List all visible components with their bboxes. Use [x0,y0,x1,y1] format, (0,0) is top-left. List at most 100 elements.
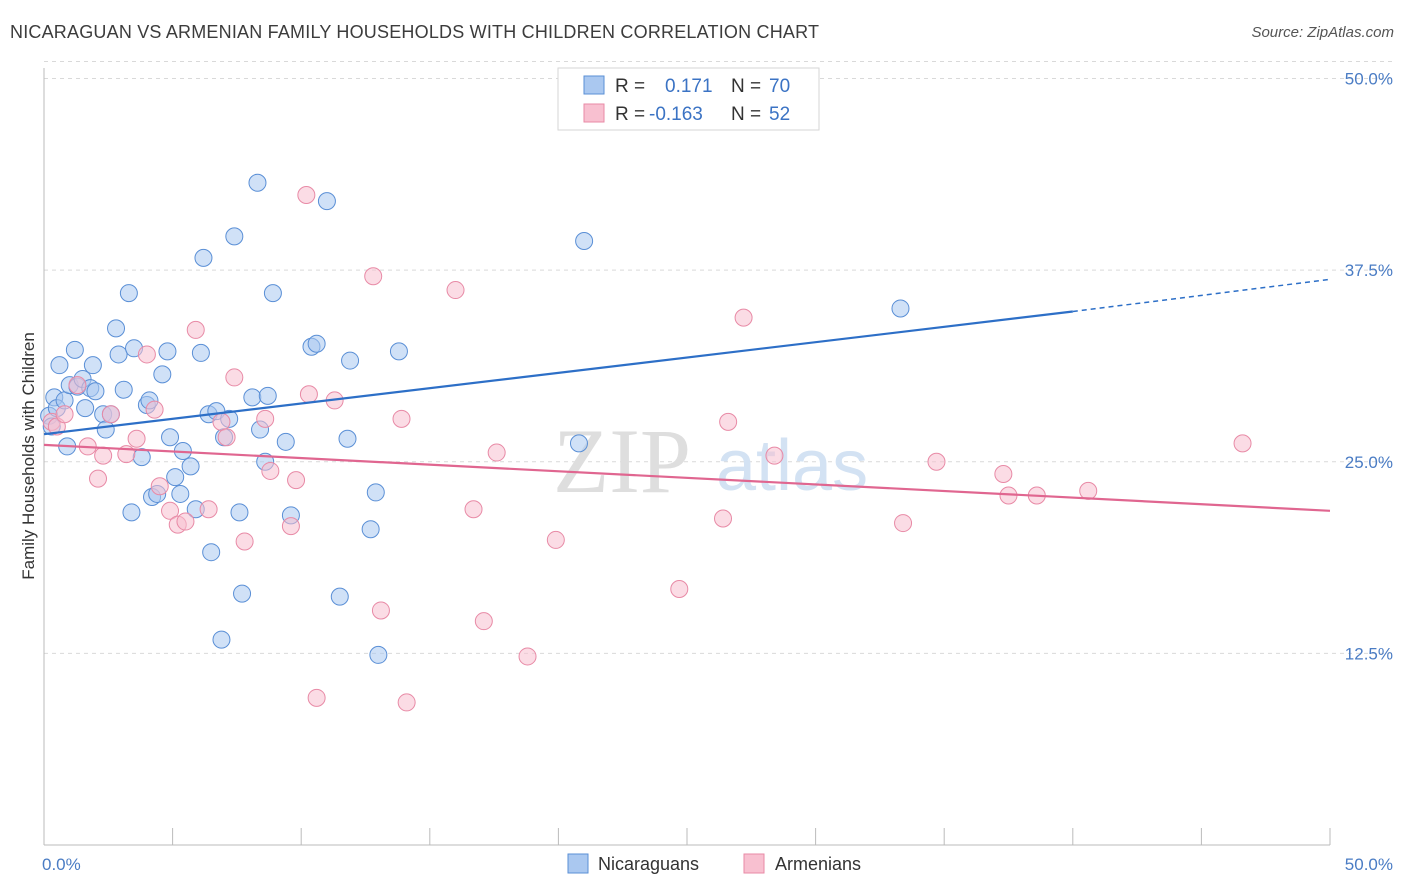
point-armenians-39 [546,530,565,549]
trend-line-armenians [43,443,1331,512]
stats-legend-r-label-1: R = [615,104,645,125]
watermark: ZIP atlas [553,410,868,512]
point-nicaraguans-11 [76,399,95,418]
chart-title: NICARAGUAN VS ARMENIAN FAMILY HOUSEHOLDS… [10,22,820,42]
point-nicaraguans-32 [166,468,185,487]
stats-legend-n-label-1: N = [731,104,761,125]
point-armenians-30 [364,267,383,286]
point-armenians-43 [734,308,753,327]
stats-legend-swatch-nicaraguans [583,75,605,95]
point-nicaraguans-18 [107,319,126,338]
y-tick-label-0: 12.5% [1345,644,1393,663]
point-armenians-27 [299,385,318,404]
trend-line-nicaraguans [43,310,1073,436]
point-nicaraguans-48 [243,388,262,407]
series-legend-label-armenians: Armenians [775,854,861,874]
point-nicaraguans-61 [341,351,360,370]
watermark-atlas: atlas [716,426,868,506]
series-legend-swatch-nicaraguans [567,853,589,874]
point-armenians-40 [670,579,689,598]
point-nicaraguans-49 [248,173,267,192]
point-armenians-34 [446,281,465,300]
stats-legend: R = 0.171 N = 70 R = -0.163 N = 52 [557,67,820,131]
point-armenians-9 [127,429,146,448]
point-nicaraguans-54 [276,432,295,451]
point-armenians-31 [371,601,390,620]
series-legend-swatch-armenians [743,853,765,874]
point-nicaraguans-35 [181,457,200,476]
point-nicaraguans-59 [330,587,349,606]
point-nicaraguans-30 [158,342,177,361]
grid-lines [44,61,1393,654]
point-nicaraguans-47 [233,584,252,603]
point-armenians-23 [261,461,280,480]
point-armenians-26 [297,186,316,205]
stats-legend-r-value-1: -0.163 [649,104,703,125]
point-armenians-10 [137,345,156,364]
point-armenians-2 [55,405,74,424]
stats-legend-swatch-armenians [583,103,605,123]
y-tick-label-3: 50.0% [1345,70,1393,89]
point-armenians-24 [281,517,300,536]
point-armenians-44 [765,446,784,465]
point-nicaraguans-52 [258,386,277,405]
point-armenians-12 [150,477,169,496]
series-legend: Nicaraguans Armenians [567,853,861,874]
point-nicaraguans-42 [212,630,231,649]
point-nicaraguans-58 [317,192,336,211]
point-nicaraguans-62 [361,520,380,539]
point-armenians-16 [186,320,205,339]
point-nicaraguans-60 [338,429,357,448]
point-armenians-20 [225,368,244,387]
point-nicaraguans-19 [109,345,128,364]
point-armenians-5 [89,469,108,488]
point-armenians-18 [212,412,231,431]
source-label: Source: ZipAtlas.com [1251,24,1394,41]
x-tick-label-max: 50.0% [1345,855,1393,874]
y-axis-label: Family Households with Children [19,332,38,580]
data-points [40,98,1252,712]
point-nicaraguans-20 [114,380,133,399]
point-armenians-46 [927,452,946,471]
point-nicaraguans-64 [369,645,388,664]
point-armenians-28 [307,688,326,707]
point-armenians-21 [235,532,254,551]
point-armenians-45 [894,514,913,533]
point-nicaraguans-45 [225,227,244,246]
point-nicaraguans-21 [119,284,138,303]
point-nicaraguans-68 [891,299,910,318]
point-nicaraguans-13 [83,356,102,375]
point-armenians-51 [1233,434,1252,453]
point-nicaraguans-53 [263,284,282,303]
point-armenians-33 [397,693,416,712]
point-armenians-42 [719,412,738,431]
stats-legend-n-value-1: 52 [769,104,790,125]
y-tick-label-2: 37.5% [1345,261,1393,280]
point-armenians-47 [994,465,1013,484]
x-tick-label-min: 0.0% [42,855,81,874]
stats-legend-r-value-0: 0.171 [665,76,713,97]
stats-legend-r-label-0: R = [615,76,645,97]
point-armenians-32 [392,409,411,428]
point-nicaraguans-33 [171,484,190,503]
trend-lines [43,278,1331,512]
point-nicaraguans-14 [86,382,105,401]
y-tick-labels: 12.5% 25.0% 37.5% 50.0% [1345,70,1393,664]
point-armenians-25 [287,471,306,490]
point-nicaraguans-29 [153,365,172,384]
point-nicaraguans-31 [161,428,180,447]
point-armenians-11 [145,400,164,419]
series-legend-label-nicaraguans: Nicaraguans [598,854,699,874]
stats-legend-n-label-0: N = [731,76,761,97]
point-nicaraguans-57 [307,334,326,353]
point-nicaraguans-8 [65,340,84,359]
point-armenians-35 [464,500,483,519]
point-nicaraguans-67 [575,231,594,250]
point-armenians-13 [161,501,180,520]
point-armenians-41 [714,509,733,528]
point-nicaraguans-63 [366,483,385,502]
point-armenians-37 [487,443,506,462]
stats-legend-n-value-0: 70 [769,76,790,97]
y-tick-label-1: 25.0% [1345,453,1393,472]
